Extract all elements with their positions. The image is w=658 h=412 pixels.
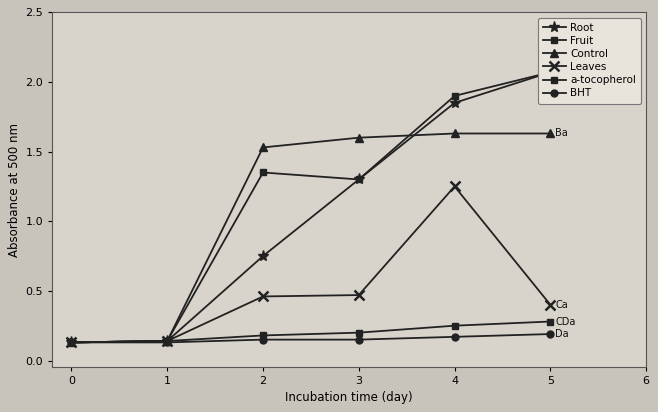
Leaves [68, 340, 76, 345]
Root [546, 70, 554, 75]
Text: CDa: CDa [555, 316, 576, 327]
Leaves [546, 302, 554, 307]
Line: BHT: BHT [68, 330, 554, 346]
Control [546, 131, 554, 136]
Root [451, 101, 459, 105]
Fruit [68, 340, 76, 345]
Fruit [259, 170, 267, 175]
Text: Ba: Ba [555, 129, 568, 138]
X-axis label: Incubation time (day): Incubation time (day) [286, 391, 413, 404]
Text: Aa: Aa [555, 64, 568, 75]
Fruit [355, 177, 363, 182]
Root [259, 253, 267, 258]
a-tocopherol [68, 340, 76, 345]
Root [355, 177, 363, 182]
Line: a-tocopherol: a-tocopherol [68, 318, 554, 346]
Line: Control: Control [67, 129, 555, 346]
Root [68, 340, 76, 345]
Text: Ca: Ca [555, 300, 568, 310]
Control [68, 340, 76, 345]
BHT [451, 335, 459, 339]
Y-axis label: Absorbance at 500 nm: Absorbance at 500 nm [9, 123, 21, 257]
Line: Leaves: Leaves [66, 182, 555, 347]
Line: Fruit: Fruit [68, 69, 554, 346]
a-tocopherol [355, 330, 363, 335]
BHT [163, 340, 171, 345]
Text: Aa: Aa [555, 81, 568, 91]
Line: Root: Root [66, 67, 556, 348]
BHT [546, 332, 554, 337]
Control [259, 145, 267, 150]
Fruit [546, 70, 554, 75]
Leaves [163, 339, 171, 344]
Root [163, 339, 171, 344]
Control [355, 135, 363, 140]
Text: Da: Da [555, 329, 569, 339]
a-tocopherol [451, 323, 459, 328]
Control [163, 339, 171, 344]
Leaves [355, 293, 363, 297]
BHT [355, 337, 363, 342]
Leaves [259, 294, 267, 299]
Control [451, 131, 459, 136]
BHT [259, 337, 267, 342]
Fruit [451, 94, 459, 98]
Fruit [163, 339, 171, 344]
a-tocopherol [546, 319, 554, 324]
a-tocopherol [259, 333, 267, 338]
a-tocopherol [163, 339, 171, 344]
BHT [68, 340, 76, 345]
Legend: Root, Fruit, Control, Leaves, a-tocopherol, BHT: Root, Fruit, Control, Leaves, a-tocopher… [538, 18, 641, 103]
Leaves [451, 184, 459, 189]
